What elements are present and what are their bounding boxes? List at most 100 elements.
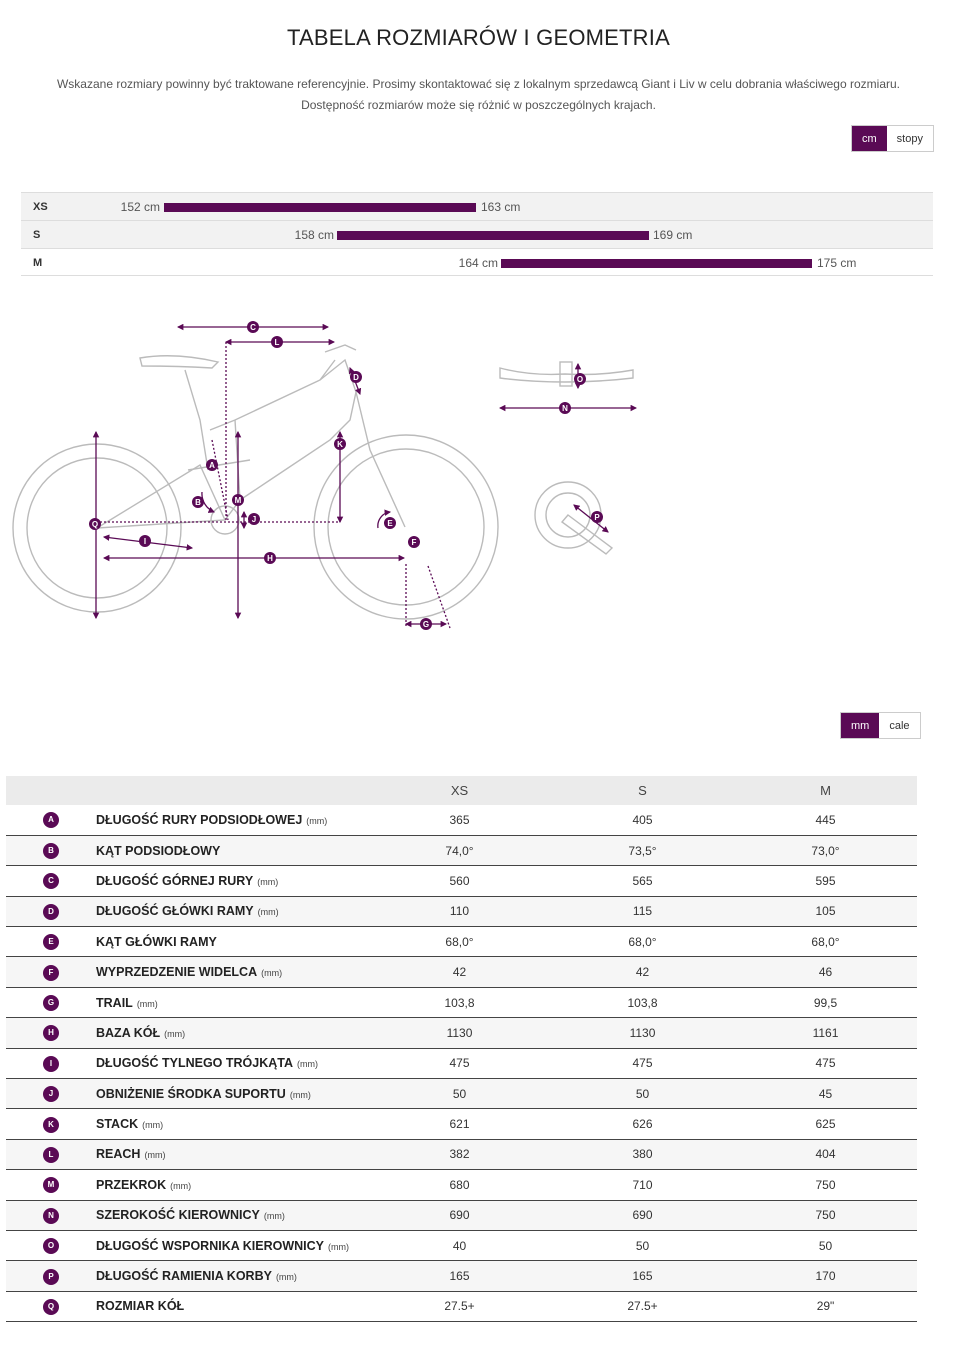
unit-mm-button[interactable]: mm	[841, 713, 880, 738]
table-row: O DŁUGOŚĆ WSPORNIKA KIEROWNICY (mm) 40 50 50	[6, 1230, 917, 1262]
value-m: 170	[734, 1260, 917, 1292]
dimension-name-cell: DŁUGOŚĆ GŁÓWKI RAMY (mm)	[96, 896, 368, 928]
unit-feet-button[interactable]: stopy	[886, 126, 933, 151]
svg-text:D: D	[353, 373, 359, 382]
dimension-name-cell: OBNIŻENIE ŚRODKA SUPORTU (mm)	[96, 1078, 368, 1110]
svg-text:M: M	[235, 496, 242, 505]
value-xs: 560	[368, 865, 551, 897]
dimension-name: ROZMIAR KÓŁ	[96, 1299, 185, 1314]
value-s: 27.5+	[551, 1291, 734, 1323]
row-letter-cell: H	[6, 1017, 96, 1049]
svg-text:P: P	[594, 513, 600, 522]
dimension-name: REACH	[96, 1147, 141, 1162]
svg-text:E: E	[387, 519, 393, 528]
dimension-letter-badge: P	[43, 1268, 59, 1285]
row-letter-cell: L	[6, 1139, 96, 1171]
table-row: D DŁUGOŚĆ GŁÓWKI RAMY (mm) 110 115 105	[6, 896, 917, 928]
dimension-name-cell: ROZMIAR KÓŁ	[96, 1291, 368, 1323]
marker-g: G	[420, 618, 432, 630]
dimension-unit: (mm)	[328, 1241, 350, 1252]
dimension-letter-badge: C	[43, 873, 59, 890]
geometry-table: XS S M A DŁUGOŚĆ RURY PODSIODŁOWEJ (mm) 365…	[6, 776, 917, 1323]
marker-c: C	[247, 321, 259, 333]
size-notice-line-2: Dostępność rozmiarów może się różnić w p…	[301, 98, 656, 112]
dimension-letter-badge: H	[43, 1025, 59, 1042]
dimension-letter-badge: M	[43, 1177, 59, 1194]
rider-size-row-xs: XS 152 cm 163 cm	[21, 192, 933, 220]
svg-text:G: G	[423, 620, 429, 629]
table-row: B KĄT PODSIODŁOWY 74,0° 73,5° 73,0°	[6, 835, 917, 867]
dimension-unit: (mm)	[275, 1272, 297, 1283]
table-row: C DŁUGOŚĆ GÓRNEJ RURY (mm) 560 565 595	[6, 865, 917, 897]
dimension-name: STACK	[96, 1117, 139, 1132]
rider-height-range-bar	[337, 231, 649, 240]
dimension-unit: (mm)	[297, 1059, 318, 1070]
value-m: 475	[734, 1048, 917, 1080]
table-row: Q ROZMIAR KÓŁ 27.5+ 27.5+ 29"	[6, 1291, 917, 1323]
svg-text:O: O	[577, 375, 583, 384]
table-row: M PRZEKROK (mm) 680 710 750	[6, 1169, 917, 1201]
row-letter-cell: F	[6, 956, 96, 988]
dimension-name: BAZA KÓŁ	[96, 1025, 161, 1040]
dimension-letter-badge: N	[43, 1207, 59, 1224]
svg-text:A: A	[209, 461, 215, 470]
dimension-letter-badge: A	[43, 812, 59, 829]
table-row: L REACH (mm) 382 380 404	[6, 1139, 917, 1171]
dimension-name: DŁUGOŚĆ GÓRNEJ RURY	[96, 873, 254, 888]
bike-outline-drawing	[12, 344, 499, 620]
marker-l: L	[271, 336, 283, 348]
value-m: 625	[734, 1108, 917, 1140]
svg-text:F: F	[412, 538, 417, 547]
column-header	[96, 776, 368, 805]
dimension-name-cell: STACK (mm)	[96, 1108, 368, 1140]
value-s: 380	[551, 1139, 734, 1171]
row-letter-cell: P	[6, 1260, 96, 1292]
dimension-letter-badge: L	[43, 1146, 59, 1163]
column-header-s: S	[551, 776, 734, 805]
value-s: 68,0°	[551, 926, 734, 958]
marker-j: J	[248, 513, 260, 525]
dimension-name: DŁUGOŚĆ RAMIENIA KORBY	[96, 1269, 272, 1284]
page-title: TABELA ROZMIARÓW I GEOMETRIA	[287, 25, 670, 50]
rider-height-max: 163 cm	[481, 200, 521, 214]
table-row: H BAZA KÓŁ (mm) 1130 1130 1161	[6, 1017, 917, 1049]
row-letter-cell: B	[6, 835, 96, 867]
row-letter-cell: E	[6, 926, 96, 958]
row-letter-cell: O	[6, 1230, 96, 1262]
svg-text:L: L	[275, 338, 280, 347]
value-xs: 680	[368, 1169, 551, 1201]
unit-cm-button[interactable]: cm	[852, 126, 887, 151]
value-s: 73,5°	[551, 835, 734, 867]
dimension-name: OBNIŻENIE ŚRODKA SUPORTU	[96, 1086, 286, 1101]
dimension-letter-badge: O	[43, 1238, 59, 1255]
table-row: J OBNIŻENIE ŚRODKA SUPORTU (mm) 50 50 45	[6, 1078, 917, 1110]
rider-height-range-bar	[501, 259, 812, 268]
rider-height-range-bar	[164, 203, 476, 212]
unit-inch-button[interactable]: cale	[879, 713, 920, 738]
marker-d: D	[350, 371, 362, 383]
value-m: 45	[734, 1078, 917, 1110]
dimension-markers: C L D K A M B J E Q I F H G O N P	[89, 321, 603, 630]
dimension-name: KĄT GŁÓWKI RAMY	[96, 934, 217, 949]
value-s: 710	[551, 1169, 734, 1201]
dimension-unit: (mm)	[170, 1180, 192, 1191]
dimension-letter-badge: I	[43, 1055, 59, 1072]
dimension-name: KĄT PODSIODŁOWY	[96, 843, 221, 858]
row-letter-cell: J	[6, 1078, 96, 1110]
marker-i: I	[139, 535, 151, 547]
geometry-diagram: C L D K A M B J E Q I F H G O N P	[12, 321, 638, 630]
marker-h: H	[264, 552, 276, 564]
dimension-letter-badge: D	[43, 903, 59, 920]
value-xs: 50	[368, 1078, 551, 1110]
dimension-name: WYPRZEDZENIE WIDELCA	[96, 965, 258, 980]
value-s: 690	[551, 1200, 734, 1231]
svg-text:N: N	[562, 404, 568, 413]
svg-text:J: J	[252, 515, 256, 524]
value-m: 750	[734, 1200, 917, 1231]
marker-f: F	[408, 536, 420, 548]
dimension-unit: (mm)	[144, 1150, 166, 1161]
dimension-letter-badge: K	[43, 1116, 59, 1133]
dimension-unit: (mm)	[257, 876, 279, 887]
dimension-unit: (mm)	[164, 1028, 186, 1039]
value-s: 1130	[551, 1017, 734, 1049]
